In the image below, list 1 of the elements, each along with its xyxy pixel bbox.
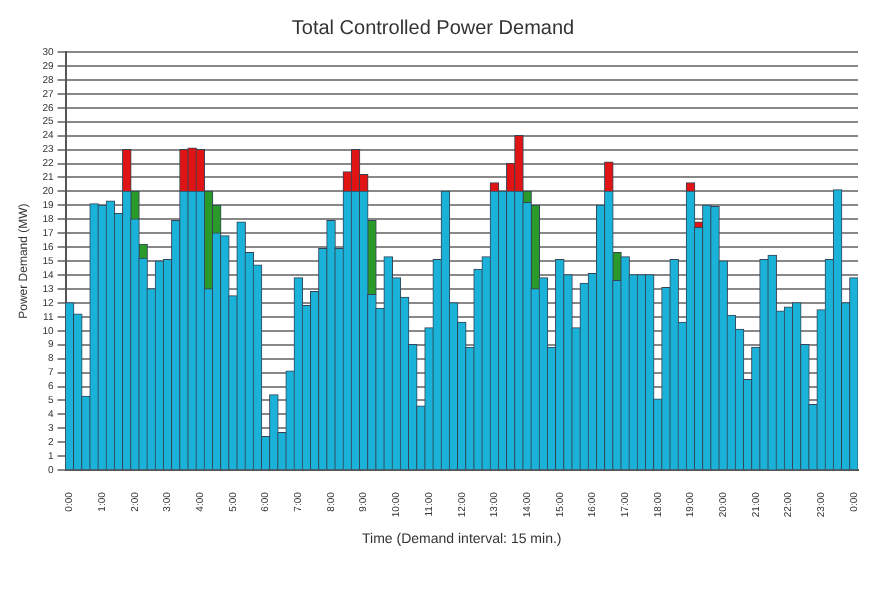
chart-title: Total Controlled Power Demand <box>291 17 575 40</box>
